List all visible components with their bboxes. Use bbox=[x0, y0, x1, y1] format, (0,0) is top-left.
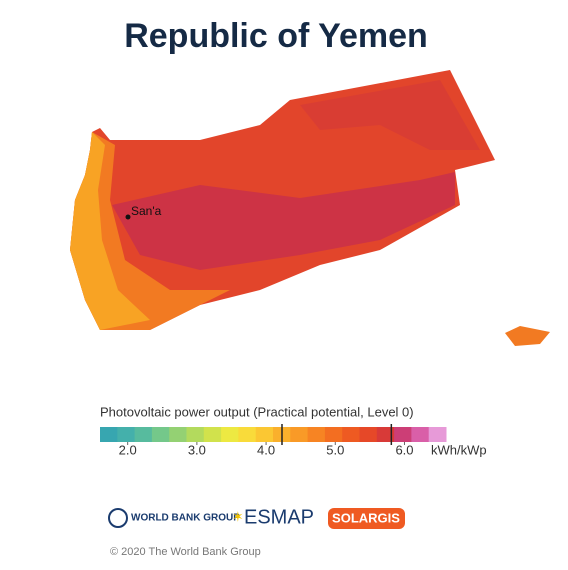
legend-swatch bbox=[376, 427, 395, 442]
region-east bbox=[300, 80, 480, 150]
legend-swatch bbox=[151, 427, 170, 442]
tick-label: 4.0 bbox=[257, 442, 275, 457]
star-icon: ✶ bbox=[232, 509, 244, 525]
legend-swatch bbox=[169, 427, 187, 442]
legend-swatch bbox=[359, 427, 378, 442]
map: San'a bbox=[70, 70, 550, 346]
logo-worldbank: WORLD BANK GROUP bbox=[131, 513, 240, 524]
region-yellow bbox=[70, 132, 150, 330]
legend-swatch bbox=[203, 427, 222, 442]
city-dot bbox=[125, 214, 131, 220]
tick-label: 5.0 bbox=[326, 442, 344, 457]
legend-swatch bbox=[186, 427, 205, 442]
logo-esmap: ESMAP bbox=[244, 506, 314, 528]
tick-label: 3.0 bbox=[188, 442, 206, 457]
logos: WORLD BANK GROUP ✶ ESMAP SOLARGIS bbox=[108, 506, 405, 529]
legend-swatch bbox=[117, 427, 136, 442]
legend-swatch bbox=[411, 427, 430, 442]
legend-colorbar: 2.0 3.0 4.0 5.0 6.0 bbox=[100, 424, 447, 457]
legend-unit: kWh/kWp bbox=[431, 442, 487, 457]
legend-swatch bbox=[290, 427, 309, 442]
globe-icon bbox=[108, 508, 128, 528]
tick-label: 2.0 bbox=[119, 442, 137, 457]
legend-swatch bbox=[100, 427, 118, 442]
legend-swatch bbox=[238, 427, 257, 442]
legend-swatch bbox=[342, 427, 360, 442]
legend-swatch bbox=[324, 427, 343, 442]
legend-swatch bbox=[307, 427, 326, 442]
title: Republic of Yemen bbox=[124, 17, 428, 55]
region-magenta bbox=[112, 172, 455, 270]
legend-swatch bbox=[221, 427, 239, 442]
island bbox=[505, 326, 550, 346]
copyright: © 2020 The World Bank Group bbox=[110, 546, 261, 558]
legend-swatch bbox=[255, 427, 274, 442]
legend-swatch bbox=[134, 427, 153, 442]
solargis-badge bbox=[328, 508, 405, 529]
legend-swatch bbox=[428, 427, 447, 442]
logo-solargis: SOLARGIS bbox=[332, 510, 400, 525]
legend-title: Photovoltaic power output (Practical pot… bbox=[100, 404, 414, 419]
city-label: San'a bbox=[131, 204, 162, 218]
legend-swatch bbox=[394, 427, 412, 442]
tick-label: 6.0 bbox=[395, 442, 413, 457]
